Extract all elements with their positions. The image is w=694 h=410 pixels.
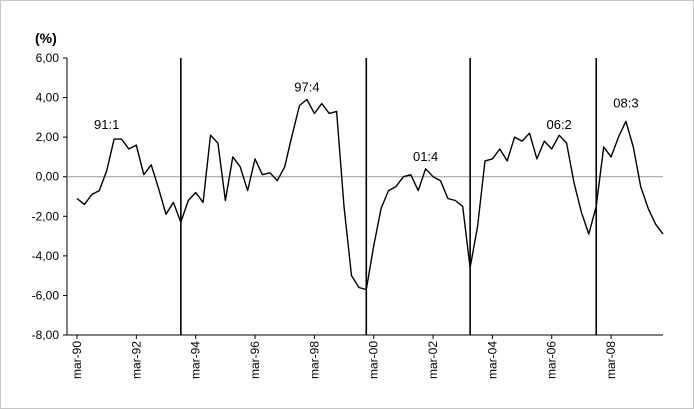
x-tick-label: mar-94 — [189, 341, 203, 379]
peak-annotation: 06:2 — [546, 117, 571, 132]
y-tick-label: 0,00 — [36, 170, 60, 184]
peak-annotation: 91:1 — [94, 117, 119, 132]
peak-annotation: 01:4 — [413, 149, 438, 164]
x-tick-label: mar-06 — [545, 341, 559, 379]
x-tick-label: mar-92 — [129, 341, 143, 379]
x-tick-label: mar-90 — [70, 341, 84, 379]
peak-annotation: 97:4 — [294, 80, 319, 95]
x-tick-label: mar-02 — [426, 341, 440, 379]
y-tick-label: -2,00 — [32, 209, 60, 223]
peak-annotation: 08:3 — [613, 95, 638, 110]
y-tick-label: -4,00 — [32, 249, 60, 263]
x-tick-label: mar-08 — [604, 341, 618, 379]
x-tick-label: mar-96 — [248, 341, 262, 379]
y-tick-label: 4,00 — [36, 91, 60, 105]
x-tick-label: mar-00 — [367, 341, 381, 379]
series-line — [76, 98, 664, 291]
y-tick-label: 6,00 — [36, 51, 60, 65]
y-tick-label: -6,00 — [32, 288, 60, 302]
y-tick-label: 2,00 — [36, 130, 60, 144]
y-tick-label: -8,00 — [32, 328, 60, 342]
x-tick-label: mar-98 — [307, 341, 321, 379]
x-tick-label: mar-04 — [485, 341, 499, 379]
plot-area: 6,00 4,00 2,00 0,00 -2,00 -4,00 -6,00 -8,00 mar-… — [32, 51, 664, 379]
y-unit-label: (%) — [35, 30, 57, 46]
